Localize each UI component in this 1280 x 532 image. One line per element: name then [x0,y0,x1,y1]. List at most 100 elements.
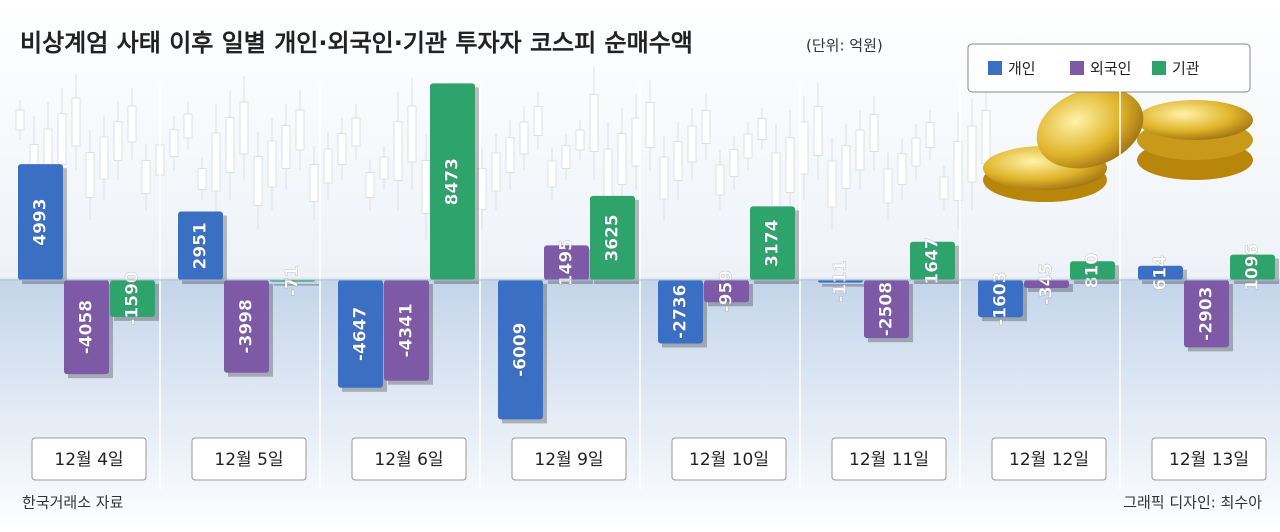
candle-body [715,164,725,196]
x-tick-label: 12월 4일 [54,450,123,470]
candle-body [771,152,781,212]
candle-body [183,113,193,139]
legend-swatch [1152,61,1166,75]
bar [384,280,429,381]
candle-body [869,114,879,152]
candle-body [239,101,249,155]
legend-box [967,43,1251,93]
category-box [671,437,787,481]
decoration [15,66,991,240]
candle-body [645,102,655,148]
value-label: -4341 [397,303,417,357]
category-box [831,437,947,481]
candle-body [533,106,543,136]
bar [224,280,269,373]
legend-label: 개인 [1008,60,1036,78]
value-label: 1495 [557,239,577,286]
candle-body [687,125,697,163]
candle-body [547,160,557,188]
candle-body [407,105,417,163]
bar-side [822,284,867,287]
value-label: 810 [1083,253,1103,289]
value-label: -1603 [991,271,1011,325]
x-tick-label: 12월 12일 [1009,450,1089,470]
candle-body [631,117,641,167]
bar [590,195,635,280]
value-label: 3625 [603,214,623,261]
candle-body [85,152,95,198]
value-label: 2951 [191,222,211,269]
bar [704,280,749,303]
candle-body [855,129,865,171]
x-tick-label: 12월 5일 [214,450,283,470]
candle-body [99,136,109,180]
candle-body [15,109,25,131]
candle-body [757,118,767,140]
bar [1138,265,1183,280]
bar [910,241,955,280]
credit: 그래픽 디자인: 최수아 [1123,494,1262,512]
x-tick-label: 12월 9일 [534,450,603,470]
category-box [191,437,307,481]
candle-body [491,152,501,192]
category-box [1151,437,1267,481]
candle-body [225,117,235,173]
candle-body [617,133,627,185]
bar [18,164,63,280]
candle-body [701,110,711,144]
candle-body [141,160,151,194]
candle-body [211,132,221,192]
candle-body [477,168,487,210]
candle-body [981,110,991,164]
source: 한국거래소 자료 [22,494,124,512]
candle-body [561,145,571,169]
candle-body [253,156,263,206]
value-label: -4058 [77,300,97,354]
value-label: -2508 [877,282,897,336]
candle-body [659,156,669,200]
x-tick-label: 12월 10일 [689,450,769,470]
bar [1184,280,1229,348]
candle-body [785,137,795,193]
bar [818,280,863,283]
category-box [511,437,627,481]
candle-body [71,97,81,147]
value-label: -345 [1037,263,1057,306]
value-label: -2736 [671,285,691,339]
candle-body [309,164,319,202]
legend-label: 외국인 [1090,60,1131,78]
value-label: -3998 [237,299,257,353]
candle-body [393,121,403,181]
bar-side [274,284,319,286]
legend-swatch [988,61,1002,75]
bar [658,280,703,344]
candle-body [519,121,529,155]
bar [64,280,109,375]
candle-body [337,133,347,165]
candle-body [729,149,739,177]
candle-body [295,109,305,151]
bar [498,280,543,420]
candle-body [673,141,683,181]
candle-body [281,125,291,169]
value-label: -4647 [351,307,371,361]
category-box [31,437,147,481]
candle-body [351,117,361,147]
candle-body [827,160,837,208]
candle-body [421,160,431,214]
bar [1070,261,1115,280]
candle-body [967,125,977,183]
candle-body [897,153,907,185]
value-label: -1590 [123,271,143,326]
candle-body [379,156,389,180]
value-label: 8473 [443,158,463,205]
chart-title: 비상계엄 사태 이후 일별 개인·외국인·기관 투자자 코스피 순매수액 [20,29,693,57]
candle-body [883,168,893,204]
candle-body [799,121,809,175]
bar [338,280,383,388]
chart-subtitle: (단위: 억원) [806,37,883,55]
candle-body [939,176,949,200]
candle-body [323,148,333,184]
coins [983,87,1253,202]
